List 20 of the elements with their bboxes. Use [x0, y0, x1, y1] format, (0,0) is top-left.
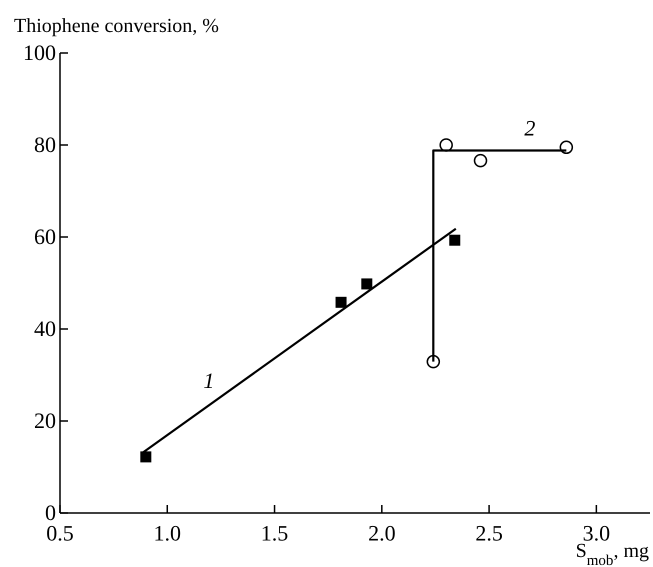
series-label: 1	[203, 368, 214, 393]
point	[560, 140, 574, 154]
point	[336, 296, 347, 308]
point	[439, 138, 453, 152]
y-tick-label: 80	[34, 132, 56, 158]
series-label: 2	[524, 116, 536, 141]
x-tick-label: 1.5	[260, 520, 288, 546]
x-tick-label: 2.5	[475, 520, 503, 546]
point	[140, 451, 152, 462]
point	[361, 278, 372, 290]
x-tick-label: 1.0	[154, 520, 182, 546]
y-tick-label: 100	[23, 40, 56, 66]
x-tick-label: 2.0	[368, 520, 396, 546]
point	[449, 234, 460, 246]
y-tick-label: 40	[34, 316, 56, 342]
y-axis-title: Thiophene conversion, %	[14, 15, 219, 37]
y-tick-label: 60	[34, 224, 56, 250]
x-axis-title: S$_{mob}$, mg	[576, 540, 649, 567]
y-tick-label: 20	[34, 408, 56, 434]
point	[474, 154, 488, 168]
